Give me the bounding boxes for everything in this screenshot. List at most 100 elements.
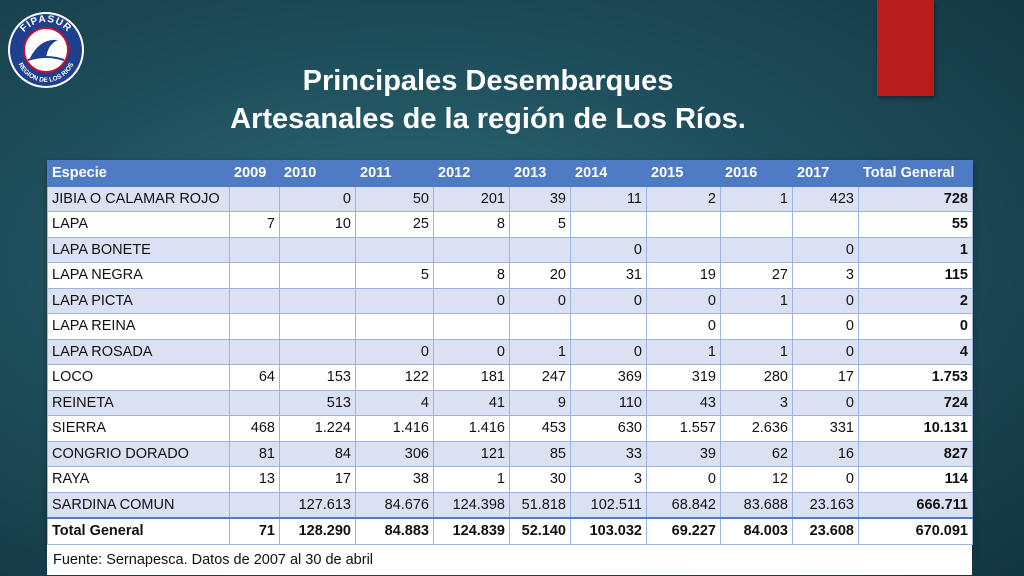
species-cell: SIERRA: [47, 415, 230, 442]
total-value-cell: 103.032: [570, 517, 647, 545]
value-cell: 102.511: [570, 491, 647, 519]
value-cell: 83.688: [720, 491, 793, 519]
value-cell: 3: [720, 389, 793, 416]
value-cell: 33: [570, 440, 647, 467]
value-cell: 16: [792, 440, 859, 467]
value-cell: 85: [509, 440, 571, 467]
value-cell: 280: [720, 364, 793, 391]
value-cell: 10: [279, 211, 356, 238]
table-row: LAPA 7 10 25 8 5 55: [47, 211, 973, 238]
table-row: SIERRA 468 1.224 1.416 1.416 453 630 1.557 2.636…: [47, 415, 973, 442]
value-cell: 39: [646, 440, 721, 467]
value-cell: [229, 287, 280, 314]
value-cell: 84: [279, 440, 356, 467]
value-cell: 64: [229, 364, 280, 391]
table-total-row: Total General 71 128.290 84.883 124.839 52.14…: [47, 517, 973, 545]
table-row: LAPA NEGRA 5 8 20 31 19 27 3 115: [47, 262, 973, 289]
value-cell: [229, 236, 280, 263]
column-header: 2017: [792, 160, 859, 187]
total-cell: 728: [858, 185, 973, 212]
value-cell: 181: [433, 364, 510, 391]
value-cell: 41: [433, 389, 510, 416]
value-cell: [229, 185, 280, 212]
value-cell: 0: [646, 466, 721, 493]
value-cell: 27: [720, 262, 793, 289]
value-cell: 51.818: [509, 491, 571, 519]
value-cell: 124.398: [433, 491, 510, 519]
value-cell: [509, 313, 571, 340]
value-cell: 0: [792, 466, 859, 493]
table-header-row: Especie 2009 2010 2011 2012 2013 2014 2015 2016 2…: [47, 160, 973, 187]
column-header: 2011: [355, 160, 434, 187]
table-row: REINETA 513 4 41 9 110 43 3 0 724: [47, 389, 973, 416]
species-cell: LAPA ROSADA: [47, 338, 230, 365]
value-cell: 0: [433, 338, 510, 365]
value-cell: [229, 313, 280, 340]
total-label-cell: Total General: [47, 517, 230, 545]
value-cell: 0: [433, 287, 510, 314]
value-cell: 8: [433, 262, 510, 289]
value-cell: 5: [355, 262, 434, 289]
value-cell: 1.557: [646, 415, 721, 442]
value-cell: 25: [355, 211, 434, 238]
table-row: LAPA PICTA 0 0 0 0 1 0 2: [47, 287, 973, 314]
column-header: 2012: [433, 160, 510, 187]
value-cell: 1: [720, 287, 793, 314]
title-line-1: Principales Desembarques: [302, 65, 674, 97]
fipasur-logo: FIPASUR REGION DE LOS RIOS: [6, 8, 86, 92]
value-cell: 319: [646, 364, 721, 391]
value-cell: 0: [570, 287, 647, 314]
value-cell: 9: [509, 389, 571, 416]
total-cell: 1: [858, 236, 973, 263]
value-cell: 0: [792, 287, 859, 314]
value-cell: 84.676: [355, 491, 434, 519]
source-note: Fuente: Sernapesca. Datos de 2007 al 30 …: [47, 544, 972, 575]
shark-fin-icon: [30, 39, 58, 58]
total-value-cell: 52.140: [509, 517, 571, 545]
value-cell: [279, 313, 356, 340]
value-cell: [355, 287, 434, 314]
value-cell: 68.842: [646, 491, 721, 519]
value-cell: 2: [646, 185, 721, 212]
value-cell: [570, 313, 647, 340]
species-cell: JIBIA O CALAMAR ROJO: [47, 185, 230, 212]
table-row: CONGRIO DORADO 81 84 306 121 85 33 39 62 16 827: [47, 440, 973, 467]
total-value-cell: 670.091: [858, 517, 973, 545]
value-cell: 5: [509, 211, 571, 238]
total-cell: 0: [858, 313, 973, 340]
total-cell: 114: [858, 466, 973, 493]
table-row: JIBIA O CALAMAR ROJO 0 50 201 39 11 2 1 423 728: [47, 185, 973, 212]
value-cell: [279, 262, 356, 289]
value-cell: 1: [433, 466, 510, 493]
column-header: 2009: [229, 160, 280, 187]
value-cell: [720, 236, 793, 263]
value-cell: 19: [646, 262, 721, 289]
value-cell: 121: [433, 440, 510, 467]
column-header: 2016: [720, 160, 793, 187]
value-cell: 1.224: [279, 415, 356, 442]
title-line-2: Artesanales de la región de Los Ríos.: [230, 103, 746, 135]
value-cell: 0: [570, 338, 647, 365]
value-cell: 0: [570, 236, 647, 263]
species-cell: LAPA: [47, 211, 230, 238]
value-cell: 0: [646, 313, 721, 340]
total-value-cell: 71: [229, 517, 280, 545]
value-cell: 4: [355, 389, 434, 416]
table-row: LAPA REINA 0 0 0: [47, 313, 973, 340]
value-cell: 0: [509, 287, 571, 314]
value-cell: 31: [570, 262, 647, 289]
value-cell: 153: [279, 364, 356, 391]
value-cell: [229, 389, 280, 416]
value-cell: 0: [646, 287, 721, 314]
value-cell: [570, 211, 647, 238]
table-row: SARDINA COMUN 127.613 84.676 124.398 51.818 1…: [47, 491, 973, 519]
table-row: LAPA BONETE 0 0 1: [47, 236, 973, 263]
species-cell: LOCO: [47, 364, 230, 391]
slide-title: Principales Desembarques Artesanales de …: [150, 62, 826, 138]
value-cell: 110: [570, 389, 647, 416]
value-cell: 201: [433, 185, 510, 212]
value-cell: [720, 313, 793, 340]
value-cell: [279, 338, 356, 365]
value-cell: 1.416: [433, 415, 510, 442]
value-cell: [229, 262, 280, 289]
